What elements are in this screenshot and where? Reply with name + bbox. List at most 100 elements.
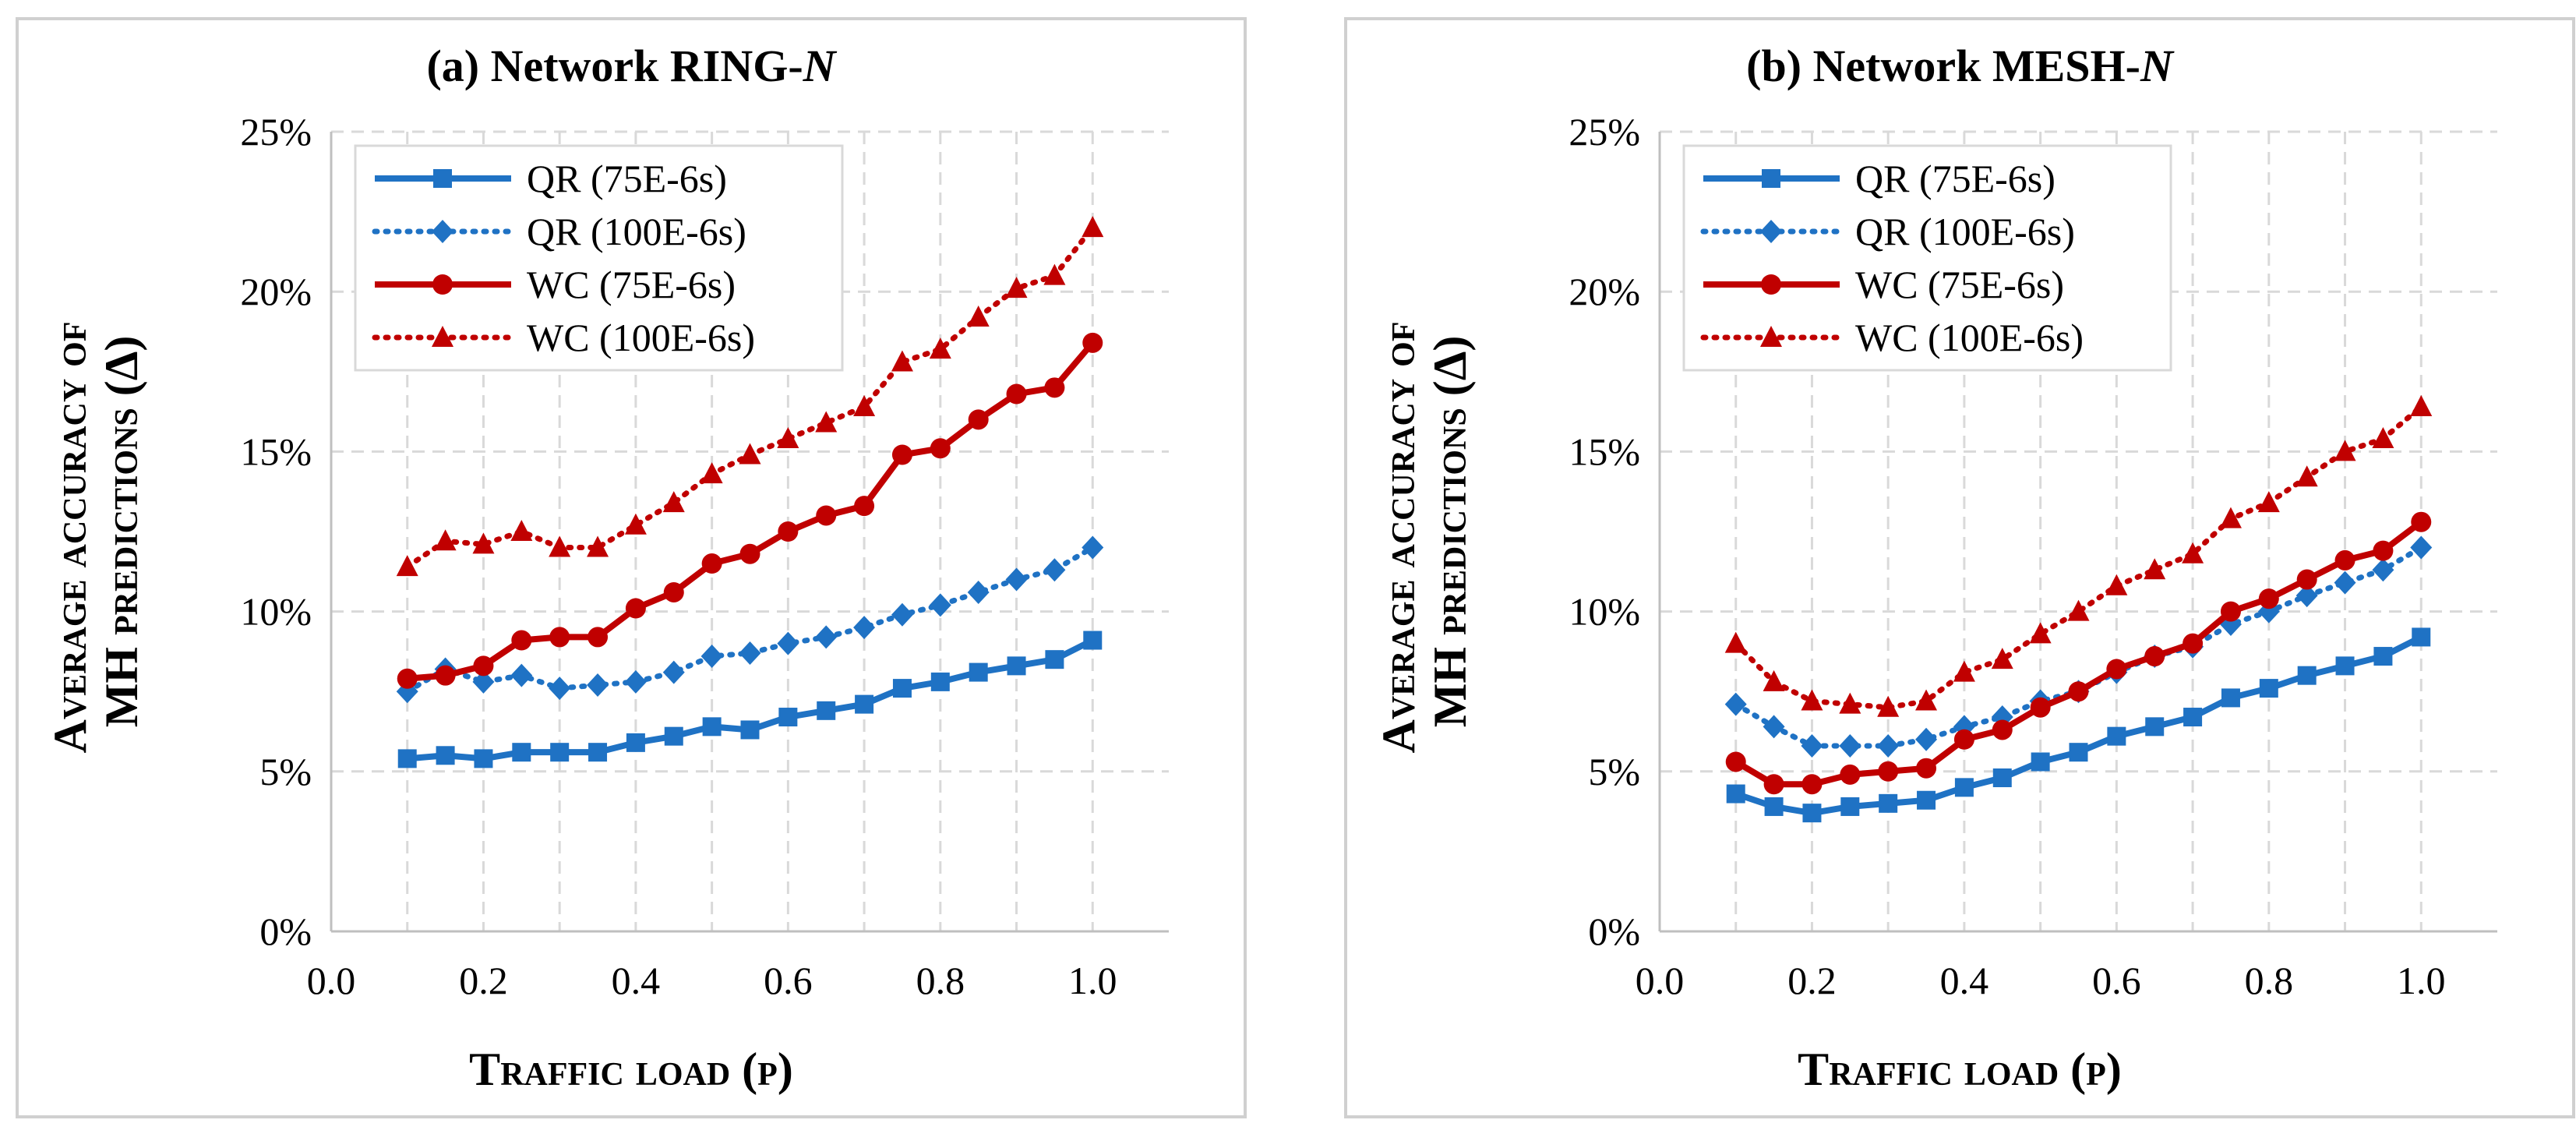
data-point <box>2031 752 2050 772</box>
legend: QR (75E-6s) QR (100E-6s) WC (75E-6s) WC (10… <box>1682 144 2172 372</box>
data-point <box>511 630 532 651</box>
data-point <box>1083 631 1103 650</box>
y-axis-label-line2: MH predictions (Δ) <box>1424 336 1476 728</box>
data-point <box>2029 622 2052 644</box>
x-axis-label: Traffic load (ρ) <box>1798 1044 2122 1095</box>
data-point <box>549 535 571 557</box>
chart-title-prefix: (a) Network RING- <box>426 41 803 91</box>
data-point <box>1991 648 2013 669</box>
data-point <box>2257 491 2280 513</box>
data-point <box>1801 733 1823 758</box>
data-point <box>1726 784 1745 804</box>
legend-label: QR (100E-6s) <box>527 210 746 253</box>
y-tick-label: 25% <box>1569 110 1640 154</box>
data-point <box>969 662 988 682</box>
data-point <box>929 593 951 617</box>
data-point <box>2183 633 2204 654</box>
legend-marker <box>432 220 453 243</box>
chart-ring-svg: (a) Network RING-N 0.0 0.2 0.4 0.6 0.8 1.0 0% 5… <box>16 17 1247 1118</box>
data-point <box>2144 558 2166 580</box>
data-point <box>436 746 455 765</box>
data-point <box>1005 567 1028 592</box>
data-point <box>2105 574 2128 595</box>
data-point <box>474 749 493 768</box>
data-point <box>550 743 570 762</box>
data-point <box>1801 774 1823 795</box>
x-tick-label: 0.8 <box>2245 959 2294 1002</box>
x-tick-label: 0.0 <box>307 959 356 1002</box>
data-point <box>2334 440 2356 461</box>
data-point <box>1954 778 1974 797</box>
legend-marker <box>432 274 453 295</box>
x-tick-label: 0.0 <box>1636 959 1685 1002</box>
chart-title-prefix: (b) Network MESH- <box>1746 41 2140 91</box>
data-point <box>1916 758 1937 779</box>
data-point <box>626 733 645 752</box>
data-point <box>472 532 495 554</box>
data-point <box>1082 535 1104 560</box>
data-point <box>2107 726 2126 746</box>
data-point <box>739 543 760 564</box>
data-point <box>777 631 799 655</box>
data-point <box>892 679 912 698</box>
data-point <box>2410 535 2433 560</box>
data-point <box>1763 715 1785 739</box>
data-point <box>2410 394 2433 416</box>
x-tick-label: 0.8 <box>916 959 965 1002</box>
data-point <box>740 720 760 740</box>
data-point <box>2412 627 2431 647</box>
data-point <box>1840 764 1861 785</box>
data-point <box>1839 733 1861 758</box>
data-point <box>1915 689 1938 711</box>
chart-title-italic: N <box>803 41 838 91</box>
data-point <box>624 669 647 694</box>
data-point <box>510 520 533 541</box>
data-point <box>1764 797 1784 816</box>
axis-ticks: 0.0 0.2 0.4 0.6 0.8 1.0 0% 5% 10% 15% 20% 25% <box>1569 110 2445 1002</box>
data-point <box>853 394 876 416</box>
data-point <box>2373 540 2394 561</box>
data-point <box>663 581 684 602</box>
y-axis-label-line1: Average accuracy of <box>1373 322 1424 754</box>
data-point <box>587 673 609 697</box>
x-tick-label: 1.0 <box>1068 959 1117 1002</box>
data-point <box>2411 511 2432 532</box>
data-point <box>1763 669 1785 691</box>
legend-marker <box>1760 220 1782 243</box>
data-point <box>2069 743 2088 762</box>
data-point <box>2219 507 2242 528</box>
data-point <box>815 411 838 433</box>
data-point <box>2220 601 2241 622</box>
data-point <box>739 641 761 665</box>
y-tick-label: 20% <box>240 270 312 313</box>
y-tick-label: 25% <box>240 110 312 154</box>
data-point <box>2295 465 2318 487</box>
data-point <box>434 529 457 551</box>
data-point <box>1045 650 1064 669</box>
data-point <box>2030 697 2051 718</box>
data-point <box>1839 692 1861 714</box>
legend-label: QR (75E-6s) <box>1855 157 2056 200</box>
data-point <box>1953 729 1974 750</box>
data-point <box>2334 571 2356 595</box>
y-tick-label: 10% <box>1569 590 1640 634</box>
data-point <box>2182 542 2204 563</box>
data-point <box>778 708 798 727</box>
data-point <box>396 555 418 577</box>
legend-marker <box>433 169 452 188</box>
data-point <box>2372 558 2394 582</box>
data-point <box>1879 793 1898 813</box>
data-point <box>1878 761 1899 782</box>
data-point <box>2106 659 2127 680</box>
data-point <box>588 743 608 762</box>
data-point <box>662 491 685 513</box>
legend-label: WC (100E-6s) <box>1855 316 2084 359</box>
data-point <box>817 701 836 720</box>
data-point <box>1005 277 1028 299</box>
data-point <box>700 462 723 484</box>
chart-title: (a) Network RING-N <box>426 41 837 91</box>
data-point <box>2372 426 2394 448</box>
y-tick-label: 10% <box>240 590 312 634</box>
data-point <box>510 663 533 687</box>
legend-label: QR (100E-6s) <box>1855 210 2075 253</box>
